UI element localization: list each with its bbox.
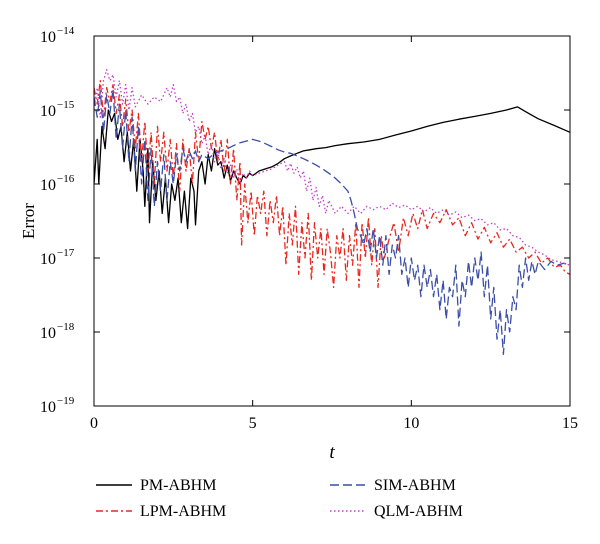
legend-label: LPM-ABHM xyxy=(140,503,226,520)
y-tick-exponent: −15 xyxy=(57,99,75,111)
series-line-sim-abhm xyxy=(94,88,570,355)
y-tick-base: 10 xyxy=(40,177,56,194)
y-tick-base: 10 xyxy=(40,325,56,342)
y-tick-label: 10 −17 xyxy=(40,247,75,268)
series-line-pm-abhm xyxy=(94,106,570,230)
y-tick-label: 10 −19 xyxy=(40,395,75,416)
series-line-lpm-abhm xyxy=(94,79,570,289)
y-tick-base: 10 xyxy=(40,103,56,120)
y-tick-exponent: −16 xyxy=(57,173,75,185)
x-tick-label: 0 xyxy=(90,415,98,432)
x-tick-label: 10 xyxy=(403,415,419,432)
plot-frame xyxy=(93,35,571,407)
legend-item: SIM-ABHM xyxy=(330,477,456,494)
y-tick-label: 10 −15 xyxy=(40,99,75,120)
y-axis-label: Error xyxy=(19,203,38,239)
y-tick-base: 10 xyxy=(40,251,56,268)
y-tick-base: 10 xyxy=(40,29,56,46)
legend-item: QLM-ABHM xyxy=(330,503,463,520)
y-tick-label: 10 −14 xyxy=(40,25,75,46)
y-tick-label: 10 −16 xyxy=(40,173,75,194)
y-tick-exponent: −19 xyxy=(57,395,75,407)
x-tick-label: 5 xyxy=(249,415,257,432)
x-axis-label: t xyxy=(329,442,335,463)
y-tick-base: 10 xyxy=(40,399,56,416)
legend-label: QLM-ABHM xyxy=(374,503,463,520)
legend: PM-ABHM LPM-ABHM SIM-ABHM QLM-ABHM xyxy=(96,477,463,520)
legend-item: PM-ABHM xyxy=(96,477,216,494)
y-tick-label: 10 −18 xyxy=(40,321,75,342)
legend-item: LPM-ABHM xyxy=(96,503,226,520)
y-tick-exponent: −14 xyxy=(57,25,75,37)
x-tick-label: 15 xyxy=(562,415,578,432)
y-tick-exponent: −18 xyxy=(57,321,75,333)
y-tick-exponent: −17 xyxy=(57,247,75,259)
legend-label: PM-ABHM xyxy=(140,477,216,494)
legend-label: SIM-ABHM xyxy=(374,477,456,494)
